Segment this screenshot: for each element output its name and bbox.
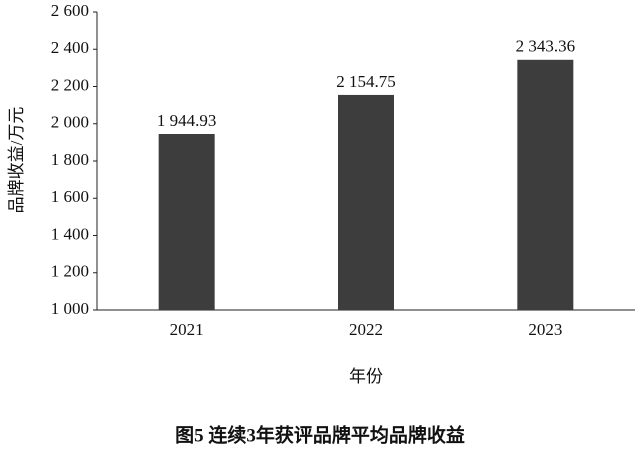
- value-label: 1 944.93: [157, 111, 217, 130]
- y-tick-label: 1 600: [51, 187, 89, 206]
- y-tick-label: 1 800: [51, 150, 89, 169]
- y-tick-label: 1 200: [51, 262, 89, 281]
- x-tick-label: 2023: [528, 320, 562, 339]
- bar: [158, 134, 215, 310]
- bar: [338, 94, 394, 310]
- x-tick-label: 2022: [349, 320, 383, 339]
- value-label: 2 343.36: [516, 37, 576, 56]
- y-tick-label: 2 600: [51, 1, 89, 20]
- x-axis-label: 年份: [349, 367, 383, 386]
- bar: [517, 59, 574, 311]
- y-tick-label: 1 400: [51, 224, 89, 243]
- x-tick-label: 2021: [170, 320, 204, 339]
- y-tick-label: 2 400: [51, 38, 89, 57]
- y-tick-label: 1 000: [51, 299, 89, 318]
- value-label: 2 154.75: [336, 72, 396, 91]
- chart-title: 图5 连续3年获评品牌平均品牌收益: [175, 423, 465, 446]
- y-axis-label: 品牌收益/万元: [7, 107, 26, 214]
- y-tick-label: 2 000: [51, 113, 89, 132]
- y-tick-label: 2 200: [51, 75, 89, 94]
